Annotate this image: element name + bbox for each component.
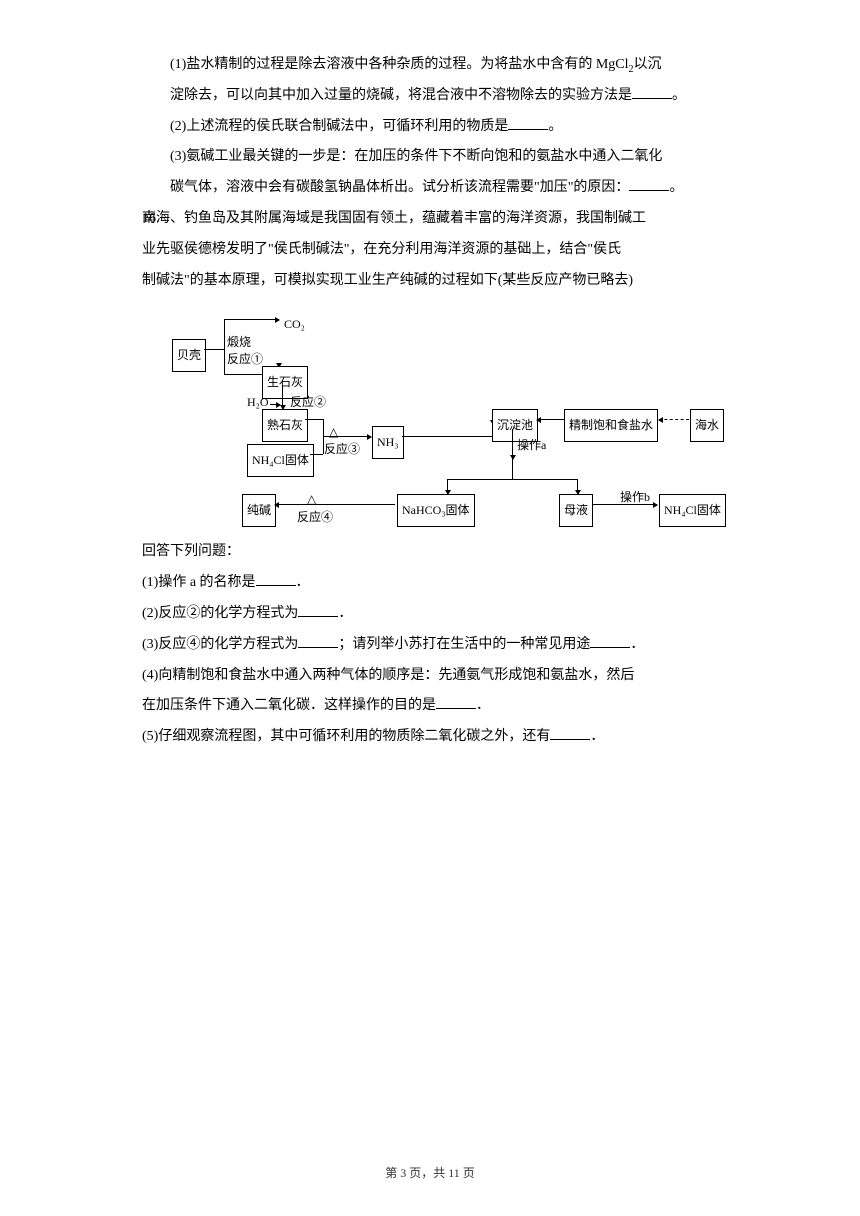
text: ．	[476, 698, 490, 713]
arrow	[270, 404, 280, 405]
q16-a4: (4)向精制饱和食盐水中通入两种气体的顺序是：先通氨气形成饱和氨盐水，然后	[142, 661, 772, 692]
q16-a4b: 在加压条件下通入二氧化碳．这样操作的目的是 ．	[142, 691, 772, 722]
text: (3)氨碱工业最关键的一步是：在加压的条件下不断向饱和的氨盐水中通入二氧化	[170, 149, 662, 164]
text: 。	[548, 119, 562, 134]
text: 碳气体，溶液中会有碳酸氢钠晶体析出。试分析该流程需要"加压"的原因：	[170, 180, 629, 195]
connector	[402, 436, 492, 437]
blank	[590, 634, 630, 648]
text: ．	[590, 729, 604, 744]
text: ．	[630, 637, 644, 652]
connector	[204, 349, 224, 350]
connector	[447, 479, 577, 480]
connector	[305, 419, 323, 420]
arrow	[224, 319, 279, 320]
q15-p1: (1)盐水精制的过程是除去溶液中各种杂质的过程。为将盐水中含有的 MgCl2以沉	[170, 50, 760, 81]
node-chunjian: 纯碱	[242, 494, 276, 526]
text: 业先驱侯德榜发明了"侯氏制碱法"，在充分利用海洋资源的基础上，结合"侯氏	[142, 235, 772, 266]
text: (2)反应②的化学方程式为	[142, 606, 298, 621]
arrow-dashed	[659, 419, 689, 420]
text: 。	[669, 180, 683, 195]
q16-a1: (1)操作 a 的名称是 ．	[142, 568, 772, 599]
q15-p2: 淀除去，可以向其中加入过量的烧碱，将混合液中不溶物除去的实验方法是 。	[170, 81, 760, 112]
arrow	[537, 419, 564, 420]
arrow	[275, 504, 395, 505]
page-footer: 第 3 页，共 11 页	[0, 1160, 860, 1186]
answer-header: 回答下列问题：	[142, 537, 772, 568]
text: 制碱法"的基本原理，可模拟实现工业生产纯碱的过程如下(某些反应产物已略去)	[142, 266, 772, 297]
arrow	[447, 479, 448, 494]
q16-a5: (5)仔细观察流程图，其中可循环利用的物质除二氧化碳之外，还有 ．	[142, 722, 772, 753]
text: ；请列举小苏打在生活中的一种常见用途	[338, 637, 590, 652]
text: 以沉	[634, 57, 662, 72]
node-nh4cl-left: NH₄Cl固体	[247, 444, 314, 476]
blank	[550, 726, 590, 740]
text: ．	[296, 575, 310, 590]
q16-a3: (3)反应④的化学方程式为 ；请列举小苏打在生活中的一种常见用途 ．	[142, 630, 772, 661]
text: ．	[338, 606, 352, 621]
blank	[298, 603, 338, 617]
blank	[298, 634, 338, 648]
node-jingzhi: 精制饱和食盐水	[564, 409, 658, 441]
question-16: 16. 南海、钓鱼岛及其附属海域是我国固有领土，蕴藏着丰富的海洋资源，我国制碱工…	[100, 204, 760, 753]
page-content: (1)盐水精制的过程是除去溶液中各种杂质的过程。为将盐水中含有的 MgCl2以沉…	[100, 50, 760, 753]
blank	[508, 116, 548, 130]
arrow	[282, 386, 283, 409]
q16-a2: (2)反应②的化学方程式为 ．	[142, 599, 772, 630]
q15-p3: (2)上述流程的侯氏联合制碱法中，可循环利用的物质是 。	[170, 112, 760, 143]
arrow	[512, 429, 513, 459]
text: 南海、钓鱼岛及其附属海域是我国固有领土，蕴藏着丰富的海洋资源，我国制碱工	[142, 204, 772, 235]
node-muye: 母液	[559, 494, 593, 526]
q15-p4: (3)氨碱工业最关键的一步是：在加压的条件下不断向饱和的氨盐水中通入二氧化	[170, 142, 760, 173]
label-caozuoa: 操作a	[517, 432, 546, 458]
blank	[256, 572, 296, 586]
blank	[436, 695, 476, 709]
node-co2: CO₂	[284, 311, 305, 337]
flowchart-diagram: 贝壳 CO₂ 煅烧 反应① 生石灰 H₂O 反应② 熟石灰	[172, 304, 772, 529]
text: (4)向精制饱和食盐水中通入两种气体的顺序是：先通氨气形成饱和氨盐水，然后	[142, 668, 634, 683]
question-number: 16.	[100, 204, 142, 235]
arrow	[577, 479, 578, 494]
connector	[512, 459, 513, 479]
node-nh3: NH₃	[372, 426, 404, 458]
node-beike: 贝壳	[172, 339, 206, 371]
text: 。	[672, 88, 686, 103]
text: (3)反应④的化学方程式为	[142, 637, 298, 652]
label-reaction4: 反应④	[297, 504, 333, 530]
node-nahco3: NaHCO₃固体	[397, 494, 475, 526]
text: (2)上述流程的侯氏联合制碱法中，可循环利用的物质是	[170, 119, 508, 134]
text: (1)盐水精制的过程是除去溶液中各种杂质的过程。为将盐水中含有的 MgCl	[170, 57, 629, 72]
label-reaction1: 反应①	[227, 346, 263, 372]
text: (5)仔细观察流程图，其中可循环利用的物质除二氧化碳之外，还有	[142, 729, 550, 744]
connector	[224, 319, 225, 374]
blank	[629, 177, 669, 191]
label-caozuob: 操作b	[620, 484, 650, 510]
q15-p5: 碳气体，溶液中会有碳酸氢钠晶体析出。试分析该流程需要"加压"的原因： 。	[170, 173, 760, 204]
question-15-body: (1)盐水精制的过程是除去溶液中各种杂质的过程。为将盐水中含有的 MgCl2以沉…	[100, 50, 760, 204]
node-haishui: 海水	[690, 409, 724, 441]
node-shushihui: 熟石灰	[262, 409, 308, 441]
text: 淀除去，可以向其中加入过量的烧碱，将混合液中不溶物除去的实验方法是	[170, 88, 632, 103]
text: (1)操作 a 的名称是	[142, 575, 256, 590]
question-16-body: 南海、钓鱼岛及其附属海域是我国固有领土，蕴藏着丰富的海洋资源，我国制碱工 业先驱…	[142, 204, 772, 753]
node-nh4cl-right: NH₄Cl固体	[659, 494, 726, 526]
connector	[310, 454, 323, 455]
label-reaction3: 反应③	[324, 436, 360, 462]
text: 在加压条件下通入二氧化碳．这样操作的目的是	[142, 698, 436, 713]
blank	[632, 85, 672, 99]
